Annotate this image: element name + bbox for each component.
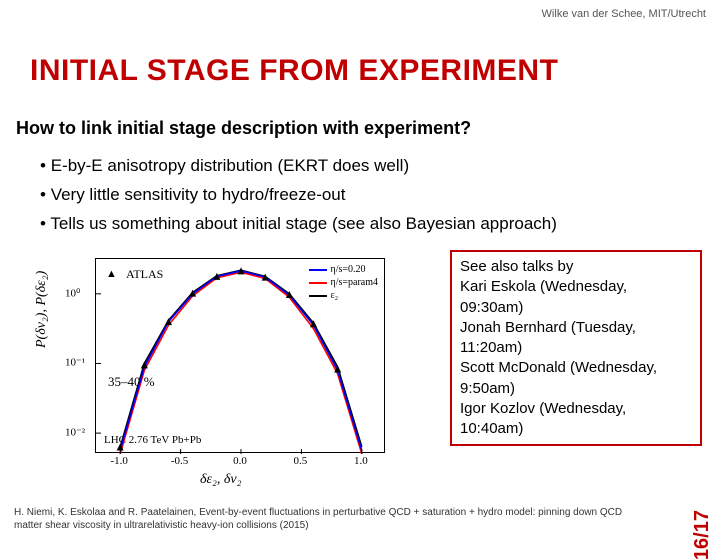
- chart-xtick: -1.0: [110, 455, 127, 467]
- talks-item: Kari Eskola (Wednesday, 09:30am): [460, 278, 627, 315]
- talks-box: See also talks by Kari Eskola (Wednesday…: [450, 250, 702, 446]
- talks-item: Jonah Bernhard (Tuesday, 11:20am): [460, 319, 636, 356]
- bullet-item: • Very little sensitivity to hydro/freez…: [40, 181, 557, 208]
- page-number: 16/17: [691, 510, 714, 560]
- talks-header: See also talks by: [460, 258, 573, 275]
- chart-container: P(δv₂), P(δε₂) ▲ ATLAS η/s=0.20 η/s=para…: [40, 248, 400, 486]
- chart-ytick: 10⁰: [65, 286, 162, 299]
- page-title: INITIAL STAGE FROM EXPERIMENT: [30, 54, 558, 88]
- author-label: Wilke van der Schee, MIT/Utrecht: [542, 8, 706, 20]
- chart-xlabel: δε₂, δv₂: [200, 472, 241, 488]
- citation: H. Niemi, K. Eskolaa and R. Paatelainen,…: [14, 507, 634, 532]
- bullet-item: • Tells us something about initial stage…: [40, 210, 557, 237]
- bullet-list: • E-by-E anisotropy distribution (EKRT d…: [40, 152, 557, 240]
- bullet-item: • E-by-E anisotropy distribution (EKRT d…: [40, 152, 557, 179]
- talks-item: Igor Kozlov (Wednesday, 10:40am): [460, 400, 626, 437]
- talks-item: Scott McDonald (Wednesday, 9:50am): [460, 359, 657, 396]
- subtitle-question: How to link initial stage description wi…: [16, 118, 471, 139]
- chart-xtick: 0.5: [294, 455, 308, 467]
- chart-xtick: 0.0: [233, 455, 247, 467]
- chart-ytick: 10⁻¹: [65, 356, 162, 369]
- chart-xtick: 1.0: [354, 455, 368, 467]
- chart-ytick: 10⁻²: [65, 426, 162, 439]
- chart-ylabel: P(δv₂), P(δε₂): [34, 271, 50, 348]
- chart-xtick: -0.5: [171, 455, 188, 467]
